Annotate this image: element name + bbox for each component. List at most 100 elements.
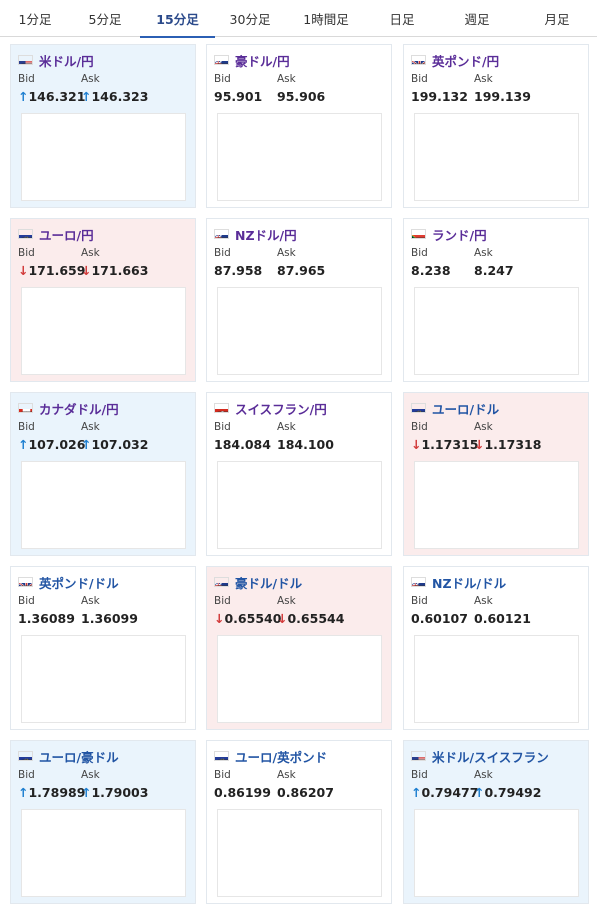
pair-name[interactable]: ユーロ/ドル (432, 401, 500, 417)
ask-label: Ask (81, 595, 100, 607)
price-chart[interactable] (414, 635, 579, 723)
ask-value: ↑107.032 (81, 437, 148, 452)
currency-card[interactable]: 0.7920.7930.7949:4511:4513:4515:45 米ドル/スイ… (403, 740, 589, 904)
tab-3[interactable]: 30分足 (229, 12, 271, 27)
arrow-up-icon: ↑ (81, 437, 92, 452)
ask-number: 0.65544 (287, 611, 345, 626)
card-header: 0.7920.7930.7949:4511:4513:4515:45 米ドル/スイ… (411, 748, 549, 765)
currency-card[interactable]: 1.3591.361.3619:4511:4513:4515:45 英ポンド/ドル… (10, 566, 196, 730)
pair-name[interactable]: 英ポンド/ドル (39, 575, 119, 591)
tab-5[interactable]: 日足 (389, 12, 415, 27)
price-chart-svg (415, 810, 580, 898)
pair-name[interactable]: 豪ドル/円 (235, 53, 290, 69)
currency-card[interactable]: 8.28.228.249:4511:4513:4515:45 ランド/円 Bid As… (403, 218, 589, 382)
bid-value: 0.86199 (214, 785, 271, 800)
currency-card[interactable]: 198.4198.6198.8199199.29:4511:4513:4515:… (403, 44, 589, 208)
chart-frame (414, 759, 425, 760)
flag-icon: 0.8620.86250.8639:4511:4513:4515:45 (214, 751, 229, 761)
price-chart[interactable] (21, 461, 186, 549)
ask-value: 1.36099 (81, 611, 138, 626)
flag-icon: 198.4198.6198.8199199.29:4511:4513:4515:… (411, 55, 426, 65)
ask-number: 1.79003 (91, 785, 149, 800)
bid-number: 95.901 (214, 89, 263, 104)
chart-frame (217, 585, 228, 586)
currency-card[interactable]: 0.6540.6559:4511:4513:4515:45 豪ドル/ドル Bid As… (206, 566, 392, 730)
ask-value: 87.965 (277, 263, 325, 278)
price-chart[interactable] (217, 809, 382, 897)
pair-name[interactable]: 米ドル/円 (39, 53, 94, 69)
currency-card[interactable]: 87.687.8889:4511:4513:4515:45 NZドル/円 Bid As… (206, 218, 392, 382)
tab-2[interactable]: 15分足 (140, 0, 215, 38)
pair-name[interactable]: ユーロ/豪ドル (39, 749, 119, 765)
pair-name[interactable]: NZドル/円 (235, 227, 297, 243)
price-chart-svg (218, 636, 383, 724)
price-chart[interactable] (217, 113, 382, 201)
tab-6[interactable]: 週足 (464, 12, 490, 27)
bid-number: 0.86199 (214, 785, 271, 800)
pair-name[interactable]: 英ポンド/円 (432, 53, 500, 69)
price-chart[interactable] (414, 287, 579, 375)
price-chart-svg (415, 462, 580, 550)
currency-card[interactable]: 145.8146146.2146.49:4511:4513:4515:45 米ドル… (10, 44, 196, 208)
currency-card[interactable]: 1.1721.1731.1741.1759:4511:4513:4515:45 ユ… (403, 392, 589, 556)
currency-card[interactable]: 95.495.695.89:4511:4513:4515:45 豪ドル/円 Bid A… (206, 44, 392, 208)
pair-name[interactable]: 豪ドル/ドル (235, 575, 303, 591)
price-chart-svg (22, 810, 187, 898)
flag-icon: 184184.29:4511:4513:4515:45 (214, 403, 229, 413)
price-chart[interactable] (21, 635, 186, 723)
bid-label: Bid (411, 421, 428, 433)
ask-number: 95.906 (277, 89, 326, 104)
tab-7[interactable]: 月足 (544, 12, 570, 27)
price-chart-svg (22, 114, 187, 202)
card-header: 1.1721.1731.1741.1759:4511:4513:4515:45 ユ… (411, 400, 500, 417)
ask-number: 199.139 (474, 89, 531, 104)
price-chart[interactable] (414, 809, 579, 897)
tab-0[interactable]: 1分足 (18, 12, 52, 27)
price-chart[interactable] (414, 113, 579, 201)
tab-1[interactable]: 5分足 (88, 12, 122, 27)
pair-name[interactable]: ユーロ/円 (39, 227, 94, 243)
tab-4[interactable]: 1時間足 (303, 12, 349, 27)
currency-card[interactable]: 0.8620.86250.8639:4511:4513:4515:45 ユーロ/英… (206, 740, 392, 904)
bid-number: 0.60107 (411, 611, 468, 626)
ask-label: Ask (81, 769, 100, 781)
price-chart[interactable] (217, 635, 382, 723)
price-chart[interactable] (21, 809, 186, 897)
ask-label: Ask (277, 73, 296, 85)
price-chart[interactable] (414, 461, 579, 549)
bid-number: 8.238 (411, 263, 451, 278)
price-chart[interactable] (21, 287, 186, 375)
currency-card[interactable]: 0.60.60050.6010.60159:4511:4513:4515:45 N… (403, 566, 589, 730)
currency-card[interactable]: 106.6106.81079:4511:4513:4515:45 カナダドル/円 B… (10, 392, 196, 556)
arrow-down-icon: ↓ (277, 611, 288, 626)
ask-label: Ask (277, 769, 296, 781)
price-chart-svg (218, 810, 383, 898)
bid-value: 199.132 (411, 89, 468, 104)
currency-card[interactable]: 1.791.7921.7941.7969:4511:4513:4515:45 ユー… (10, 740, 196, 904)
chart-frame (217, 63, 228, 64)
price-chart[interactable] (217, 461, 382, 549)
price-chart[interactable] (217, 287, 382, 375)
pair-name[interactable]: カナダドル/円 (39, 401, 119, 417)
ask-number: 0.60121 (474, 611, 531, 626)
pair-name[interactable]: 米ドル/スイスフラン (432, 749, 549, 765)
ask-value: 0.60121 (474, 611, 531, 626)
price-chart-svg (218, 462, 383, 550)
card-header: 171.2171.4171.69:4511:4513:4515:45 ユーロ/円 (18, 226, 94, 243)
price-chart[interactable] (21, 113, 186, 201)
ask-value: 184.100 (277, 437, 334, 452)
card-header: 95.495.695.89:4511:4513:4515:45 豪ドル/円 (214, 52, 290, 69)
pair-name[interactable]: ランド/円 (432, 227, 487, 243)
ask-label: Ask (474, 421, 493, 433)
bid-value: ↑107.026 (18, 437, 85, 452)
pair-name[interactable]: NZドル/ドル (432, 575, 507, 591)
currency-card[interactable]: 184184.29:4511:4513:4515:45 スイスフラン/円 Bid As… (206, 392, 392, 556)
currency-card[interactable]: 171.2171.4171.69:4511:4513:4515:45 ユーロ/円 B… (10, 218, 196, 382)
price-chart-svg (415, 114, 580, 202)
flag-icon: 0.7920.7930.7949:4511:4513:4515:45 (411, 751, 426, 761)
pair-name[interactable]: ユーロ/英ポンド (235, 749, 328, 765)
ask-value: ↓1.17318 (474, 437, 541, 452)
bid-label: Bid (411, 247, 428, 259)
bid-label: Bid (411, 769, 428, 781)
pair-name[interactable]: スイスフラン/円 (235, 401, 327, 417)
